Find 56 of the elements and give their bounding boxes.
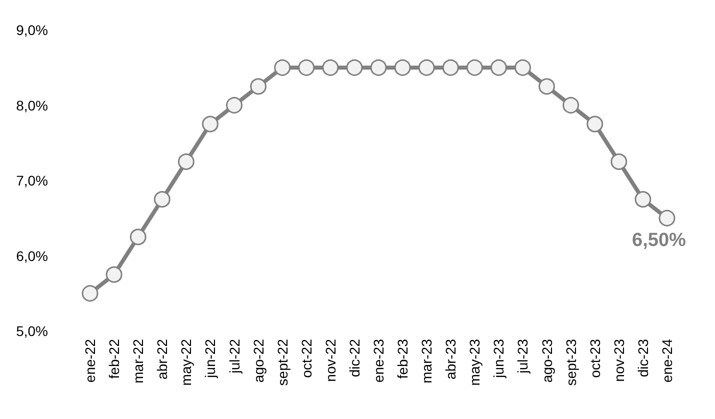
x-tick-label: feb-23 [394, 338, 411, 379]
x-tick-label: jun-23 [490, 338, 507, 379]
point [298, 59, 315, 76]
x-tick-label: dic-22 [346, 338, 362, 378]
x-tick-label: ago-23 [538, 338, 555, 383]
point [82, 285, 98, 302]
x-tick-label: ene-24 [658, 338, 675, 383]
point [514, 59, 531, 76]
point [658, 210, 676, 226]
x-tick-label: dic-23 [634, 338, 651, 378]
point [202, 116, 218, 132]
y-tick-label: 5,0% [16, 323, 48, 339]
x-tick-label: abr-23 [442, 338, 459, 380]
x-tick-label: ene-22 [82, 338, 98, 383]
point [418, 59, 435, 76]
x-tick-label: feb-22 [106, 338, 122, 379]
point [322, 59, 339, 76]
x-tick-label: mar-23 [418, 338, 435, 384]
point [538, 78, 556, 95]
x-tick-label: ene-23 [370, 338, 386, 383]
y-tick-label: 6,0% [16, 248, 48, 264]
y-tick-label: 8,0% [16, 97, 48, 114]
x-tick-label: ago-22 [250, 338, 266, 383]
point [226, 97, 243, 114]
x-tick-label: nov-22 [322, 338, 338, 382]
x-tick-label: jul-23 [514, 338, 531, 374]
y-tick-label: 9,0% [16, 22, 48, 38]
x-tick-label: may-22 [178, 338, 194, 386]
point [346, 59, 363, 76]
point [370, 59, 387, 76]
point [610, 153, 628, 170]
point [442, 59, 459, 76]
point [106, 266, 122, 283]
x-tick-label: abr-22 [154, 338, 170, 380]
point [634, 191, 652, 208]
x-tick-label: mar-22 [130, 338, 146, 384]
point [586, 116, 604, 132]
x-tick-label: oct-23 [586, 338, 603, 378]
x-tick-label: nov-23 [610, 338, 627, 382]
x-tick-label: sept-23 [562, 338, 579, 386]
x-tick-label: jul-22 [226, 338, 242, 374]
point [154, 191, 170, 208]
y-tick-label: 7,0% [16, 172, 48, 188]
point [250, 78, 267, 95]
x-tick-label: may-23 [466, 338, 483, 386]
point [394, 59, 411, 76]
point [130, 228, 146, 246]
point [562, 97, 580, 114]
point [274, 59, 291, 76]
point [178, 153, 194, 170]
point [490, 59, 507, 76]
annotation: 6,50% [632, 230, 686, 252]
x-tick-label: oct-22 [298, 338, 314, 378]
x-tick-label: sept-22 [274, 338, 290, 386]
x-tick-label: jun-22 [202, 338, 218, 379]
point [466, 59, 483, 76]
